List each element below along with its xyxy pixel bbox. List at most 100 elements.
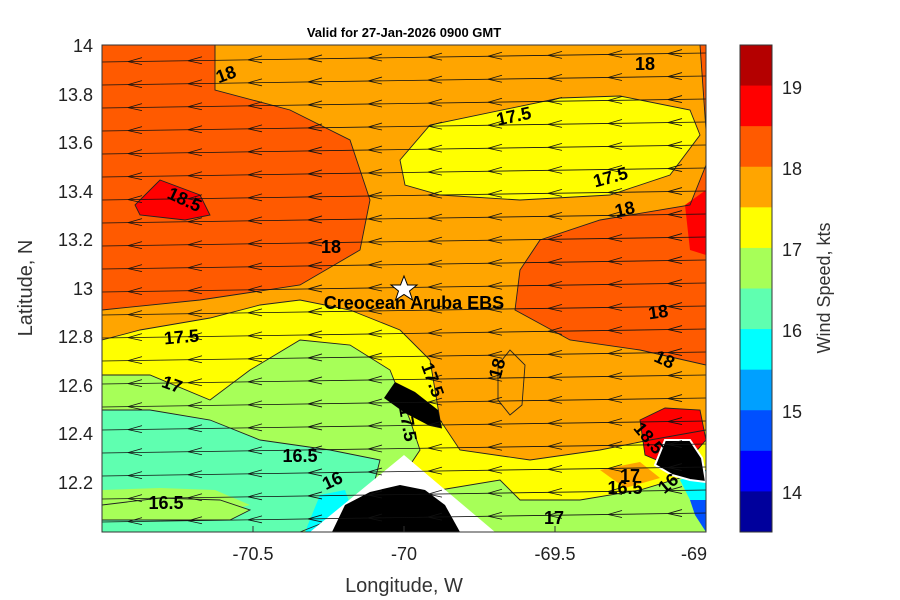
wind-arrow bbox=[187, 79, 203, 88]
wind-arrow bbox=[307, 192, 323, 201]
wind-streamline bbox=[102, 420, 706, 431]
wind-streamline bbox=[102, 167, 706, 178]
colorbar-swatch bbox=[740, 207, 772, 249]
wind-arrow bbox=[607, 234, 623, 242]
wind-arrow bbox=[247, 124, 263, 133]
wind-arrow bbox=[367, 352, 383, 361]
wind-arrow bbox=[487, 304, 503, 313]
wind-arrow bbox=[667, 371, 683, 379]
wind-arrow bbox=[307, 399, 323, 408]
wind-arrow bbox=[247, 285, 263, 294]
wind-arrow bbox=[667, 49, 683, 57]
wind-arrow bbox=[247, 193, 263, 202]
wind-arrow bbox=[487, 327, 503, 336]
wind-arrow bbox=[367, 421, 383, 430]
x-axis: -70.5 -70 -69.5 -69 Longitude, W bbox=[232, 526, 707, 597]
wind-arrow bbox=[187, 516, 203, 525]
wind-arrow bbox=[127, 310, 143, 319]
wind-arrow bbox=[667, 118, 683, 126]
wind-arrow bbox=[487, 51, 503, 60]
x-tick-label: -70.5 bbox=[232, 544, 273, 564]
wind-arrow bbox=[667, 348, 683, 356]
wind-arrow bbox=[607, 372, 623, 380]
wind-arrow bbox=[487, 258, 503, 267]
wind-arrow bbox=[487, 350, 503, 359]
wind-arrow bbox=[247, 354, 263, 363]
wind-arrow bbox=[307, 169, 323, 178]
wind-arrow bbox=[247, 216, 263, 225]
wind-arrow bbox=[367, 237, 383, 246]
wind-arrow bbox=[547, 510, 563, 519]
wind-arrow bbox=[187, 102, 203, 111]
wind-arrow bbox=[427, 144, 443, 153]
colorbar-tick: 17 bbox=[782, 240, 802, 260]
contour-label: 18 bbox=[321, 237, 341, 257]
wind-arrow bbox=[607, 464, 623, 472]
wind-arrow bbox=[547, 280, 563, 289]
wind-arrow bbox=[667, 394, 683, 402]
wind-arrow bbox=[547, 96, 563, 105]
colorbar-swatch bbox=[740, 450, 772, 492]
wind-arrow bbox=[307, 261, 323, 270]
y-tick-label: 13.6 bbox=[58, 133, 93, 153]
wind-arrow bbox=[367, 260, 383, 269]
wind-arrow bbox=[427, 374, 443, 383]
wind-arrow bbox=[607, 119, 623, 127]
wind-arrow bbox=[187, 401, 203, 410]
wind-arrow bbox=[187, 470, 203, 479]
y-tick-label: 13.4 bbox=[58, 182, 93, 202]
wind-arrow bbox=[247, 423, 263, 432]
wind-arrow bbox=[307, 123, 323, 132]
wind-arrow bbox=[307, 468, 323, 477]
wind-arrow bbox=[247, 308, 263, 317]
colorbar-swatch bbox=[740, 247, 772, 289]
wind-arrow bbox=[367, 53, 383, 62]
wind-arrow bbox=[127, 57, 143, 66]
wind-arrow bbox=[427, 190, 443, 199]
wind-arrow bbox=[427, 443, 443, 452]
wind-streamline bbox=[102, 397, 706, 408]
wind-arrow bbox=[187, 424, 203, 433]
wind-arrow bbox=[427, 282, 443, 291]
y-tick-label: 12.6 bbox=[58, 376, 93, 396]
wind-arrow bbox=[547, 119, 563, 128]
wind-arrow bbox=[427, 351, 443, 360]
wind-arrow bbox=[487, 511, 503, 520]
curacao-island bbox=[653, 439, 706, 484]
wind-arrow bbox=[427, 259, 443, 268]
y-tick-label: 13.8 bbox=[58, 85, 93, 105]
colorbar-swatch bbox=[740, 166, 772, 208]
wind-arrow bbox=[607, 96, 623, 104]
wind-arrow bbox=[367, 490, 383, 499]
wind-arrow bbox=[127, 517, 143, 526]
wind-arrow bbox=[487, 396, 503, 405]
wind-arrow bbox=[367, 99, 383, 108]
x-tick-label: -70 bbox=[391, 544, 417, 564]
wind-arrow bbox=[487, 235, 503, 244]
contour-label: 16.5 bbox=[148, 493, 183, 513]
contour-label: 17.5 bbox=[163, 326, 200, 349]
colorbar-frame bbox=[739, 44, 773, 533]
wind-arrow bbox=[547, 73, 563, 82]
y-tick-label: 12.2 bbox=[58, 473, 93, 493]
wind-streamline bbox=[102, 75, 706, 86]
wind-streamline bbox=[102, 374, 706, 385]
wind-streamline bbox=[102, 98, 706, 109]
aruba-island bbox=[384, 382, 442, 428]
wind-arrow bbox=[427, 98, 443, 107]
wind-arrow bbox=[547, 234, 563, 243]
wind-arrow bbox=[667, 95, 683, 103]
wind-arrow bbox=[607, 211, 623, 219]
wind-arrow bbox=[547, 487, 563, 496]
wind-arrow bbox=[487, 488, 503, 497]
wind-streamline bbox=[102, 52, 706, 63]
wind-arrow bbox=[547, 372, 563, 381]
wind-arrow bbox=[367, 76, 383, 85]
wind-arrow bbox=[307, 353, 323, 362]
wind-arrow bbox=[427, 328, 443, 337]
wind-arrow bbox=[307, 422, 323, 431]
wind-arrow bbox=[667, 486, 683, 494]
colorbar-swatch bbox=[740, 126, 772, 168]
wind-arrow bbox=[127, 126, 143, 135]
colorbar-swatch bbox=[740, 288, 772, 330]
